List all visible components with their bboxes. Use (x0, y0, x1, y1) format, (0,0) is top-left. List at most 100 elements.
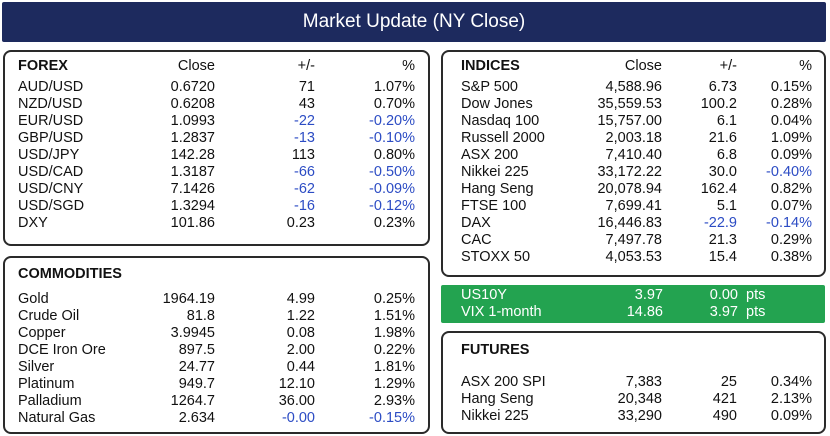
row-change: 12.10 (278, 376, 315, 392)
row-close: 3.9945 (170, 325, 215, 341)
indices-heading: INDICES (461, 58, 520, 74)
table-row: Russell 2000 2,003.18 21.6 1.09% (443, 130, 824, 147)
row-name: NZD/USD (18, 96, 83, 112)
row-pct: 0.07% (770, 198, 812, 214)
row-close: 101.86 (170, 215, 215, 231)
row-pct: 0.38% (770, 249, 812, 265)
table-row: Nikkei 225 33,290 490 0.09% (443, 408, 824, 425)
row-pct: 0.28% (770, 96, 812, 112)
row-change: -16 (294, 198, 315, 214)
row-change: 4.99 (286, 291, 315, 307)
row-close: 15,757.00 (597, 113, 662, 129)
row-change: 5.1 (716, 198, 737, 214)
rate-name: US10Y (461, 287, 507, 303)
row-pct: 0.09% (770, 408, 812, 424)
table-row: ASX 200 7,410.40 6.8 0.09% (443, 147, 824, 164)
table-row: S&P 500 4,588.96 6.73 0.15% (443, 79, 824, 96)
row-change: 113 (291, 147, 315, 163)
row-pct: 0.82% (770, 181, 812, 197)
row-change: 100.2 (700, 96, 737, 112)
forex-panel: FOREX Close +/- % AUD/USD 0.6720 71 1.07% NZ… (3, 50, 430, 246)
row-close: 1.3294 (170, 198, 215, 214)
row-name: DCE Iron Ore (18, 342, 106, 358)
row-close: 4,053.53 (605, 249, 662, 265)
row-name: DXY (18, 215, 48, 231)
row-close: 33,290 (617, 408, 662, 424)
row-name: FTSE 100 (461, 198, 527, 214)
indices-header-row: INDICES Close +/- % (443, 58, 824, 75)
row-pct: 0.09% (770, 147, 812, 163)
table-row: NZD/USD 0.6208 43 0.70% (5, 96, 428, 113)
row-name: Crude Oil (18, 308, 80, 324)
row-change: -66 (294, 164, 315, 180)
row-pct: 0.15% (770, 79, 812, 95)
row-close: 0.6720 (170, 79, 215, 95)
table-row: AUD/USD 0.6720 71 1.07% (5, 79, 428, 96)
row-name: Platinum (18, 376, 75, 392)
row-change: -22 (294, 113, 315, 129)
row-change: 0.44 (286, 359, 315, 375)
table-row: Dow Jones 35,559.53 100.2 0.28% (443, 96, 824, 113)
row-change: -13 (294, 130, 315, 146)
table-row: Nikkei 225 33,172.22 30.0 -0.40% (443, 164, 824, 181)
forex-col-pct: % (402, 58, 415, 74)
rates-block: US10Y 3.97 0.00 pts VIX 1-month 14.86 3.97 pts (441, 285, 825, 323)
row-change: 6.8 (716, 147, 737, 163)
table-row: Nasdaq 100 15,757.00 6.1 0.04% (443, 113, 824, 130)
rate-change: 3.97 (709, 304, 738, 320)
row-name: STOXX 50 (461, 249, 531, 265)
table-row: EUR/USD 1.0993 -22 -0.20% (5, 113, 428, 130)
row-close: 33,172.22 (597, 164, 662, 180)
row-pct: 1.07% (373, 79, 415, 95)
row-name: ASX 200 (461, 147, 519, 163)
row-name: ASX 200 SPI (461, 374, 546, 390)
row-close: 1.3187 (170, 164, 215, 180)
table-row: Gold 1964.19 4.99 0.25% (5, 291, 428, 308)
forex-col-close: Close (177, 58, 215, 74)
forex-header-row: FOREX Close +/- % (5, 58, 428, 75)
table-row: Hang Seng 20,348 421 2.13% (443, 391, 824, 408)
rate-close: 3.97 (634, 287, 663, 303)
row-name: EUR/USD (18, 113, 84, 129)
row-change: 162.4 (700, 181, 737, 197)
row-close: 35,559.53 (597, 96, 662, 112)
row-change: 1.22 (286, 308, 315, 324)
rate-unit: pts (746, 287, 766, 303)
table-row: Silver 24.77 0.44 1.81% (5, 359, 428, 376)
indices-panel: INDICES Close +/- % S&P 500 4,588.96 6.73 0… (441, 50, 826, 277)
row-pct: 0.22% (373, 342, 415, 358)
table-row: Natural Gas 2.634 -0.00 -0.15% (5, 410, 428, 427)
rate-row: US10Y 3.97 0.00 pts (441, 287, 825, 304)
row-pct: 1.29% (373, 376, 415, 392)
row-change: 6.73 (708, 79, 737, 95)
rate-change: 0.00 (709, 287, 738, 303)
table-row: FTSE 100 7,699.41 5.1 0.07% (443, 198, 824, 215)
table-row: DXY 101.86 0.23 0.23% (5, 215, 428, 232)
row-pct: 1.98% (373, 325, 415, 341)
row-pct: 2.93% (373, 393, 415, 409)
row-change: 0.23 (286, 215, 315, 231)
row-name: Russell 2000 (461, 130, 545, 146)
row-name: S&P 500 (461, 79, 518, 95)
row-close: 7,383 (625, 374, 662, 390)
indices-col-pct: % (799, 58, 812, 74)
row-pct: 2.13% (770, 391, 812, 407)
row-pct: 0.04% (770, 113, 812, 129)
row-pct: -0.09% (369, 181, 415, 197)
row-change: 21.6 (708, 130, 737, 146)
table-row: USD/JPY 142.28 113 0.80% (5, 147, 428, 164)
row-change: 43 (298, 96, 315, 112)
row-close: 7,699.41 (605, 198, 662, 214)
row-close: 4,588.96 (605, 79, 662, 95)
row-name: GBP/USD (18, 130, 84, 146)
rate-row: VIX 1-month 14.86 3.97 pts (441, 304, 825, 321)
rate-close: 14.86 (626, 304, 663, 320)
table-row: Platinum 949.7 12.10 1.29% (5, 376, 428, 393)
table-row: CAC 7,497.78 21.3 0.29% (443, 232, 824, 249)
forex-heading: FOREX (18, 58, 68, 74)
row-change: -62 (294, 181, 315, 197)
indices-col-close: Close (624, 58, 662, 74)
rate-unit: pts (746, 304, 766, 320)
rate-name: VIX 1-month (461, 304, 542, 320)
row-change: 30.0 (708, 164, 737, 180)
